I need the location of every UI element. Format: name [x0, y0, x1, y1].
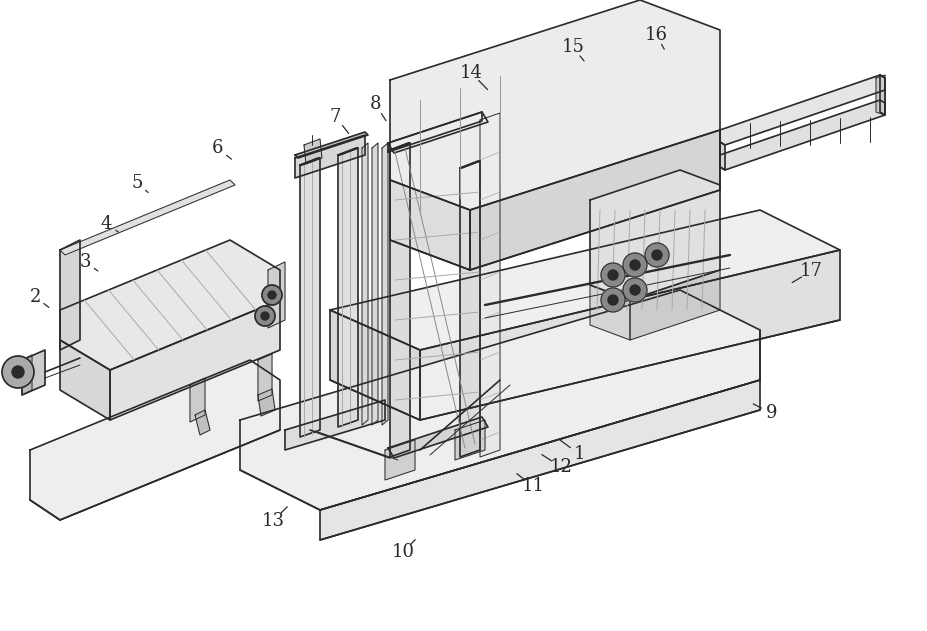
Text: 2: 2 — [30, 288, 41, 305]
Polygon shape — [382, 143, 388, 425]
Polygon shape — [372, 143, 378, 425]
Polygon shape — [470, 130, 720, 270]
Polygon shape — [455, 420, 485, 460]
Polygon shape — [460, 161, 480, 168]
Polygon shape — [60, 180, 235, 255]
Circle shape — [262, 285, 282, 305]
Polygon shape — [304, 139, 322, 164]
Text: 10: 10 — [392, 543, 414, 561]
Text: 11: 11 — [522, 477, 544, 495]
Polygon shape — [876, 75, 885, 115]
Polygon shape — [60, 340, 110, 420]
Polygon shape — [720, 75, 885, 145]
Polygon shape — [420, 250, 840, 420]
Polygon shape — [258, 354, 272, 401]
Polygon shape — [110, 300, 280, 420]
Polygon shape — [285, 400, 385, 450]
Polygon shape — [390, 143, 410, 457]
Polygon shape — [320, 380, 760, 540]
Circle shape — [601, 263, 625, 287]
Text: 15: 15 — [562, 38, 584, 56]
Polygon shape — [195, 410, 210, 435]
Polygon shape — [590, 285, 630, 340]
Polygon shape — [190, 378, 205, 422]
Circle shape — [652, 250, 662, 260]
Polygon shape — [295, 135, 365, 178]
Circle shape — [608, 270, 618, 280]
Circle shape — [12, 366, 24, 378]
Polygon shape — [330, 310, 420, 420]
Text: 17: 17 — [800, 262, 822, 280]
Polygon shape — [22, 355, 32, 395]
Polygon shape — [630, 270, 720, 340]
Polygon shape — [268, 262, 285, 328]
Circle shape — [630, 285, 640, 295]
Circle shape — [268, 291, 276, 299]
Circle shape — [255, 306, 275, 326]
Polygon shape — [300, 158, 320, 165]
Text: 16: 16 — [645, 26, 667, 44]
Polygon shape — [22, 350, 45, 395]
Polygon shape — [880, 75, 885, 115]
Text: 3: 3 — [80, 253, 91, 271]
Text: 1: 1 — [574, 445, 585, 463]
Polygon shape — [300, 158, 320, 437]
Polygon shape — [460, 161, 480, 457]
Polygon shape — [60, 240, 80, 350]
Circle shape — [630, 260, 640, 270]
Text: 6: 6 — [212, 139, 223, 157]
Polygon shape — [388, 417, 488, 458]
Polygon shape — [388, 112, 482, 152]
Circle shape — [608, 295, 618, 305]
Polygon shape — [720, 142, 725, 170]
Polygon shape — [362, 143, 368, 425]
Polygon shape — [480, 113, 500, 457]
Polygon shape — [60, 240, 280, 370]
Polygon shape — [590, 170, 720, 300]
Polygon shape — [330, 210, 840, 350]
Polygon shape — [720, 100, 885, 170]
Polygon shape — [30, 360, 280, 520]
Text: 4: 4 — [101, 215, 112, 233]
Text: 5: 5 — [132, 174, 143, 192]
Circle shape — [261, 312, 269, 320]
Polygon shape — [240, 290, 760, 510]
Text: 12: 12 — [550, 458, 572, 476]
Polygon shape — [390, 180, 470, 270]
Text: 13: 13 — [262, 512, 285, 529]
Text: 8: 8 — [370, 95, 381, 113]
Polygon shape — [390, 143, 410, 150]
Polygon shape — [338, 148, 358, 427]
Polygon shape — [258, 389, 275, 416]
Circle shape — [2, 356, 34, 388]
Circle shape — [623, 253, 647, 277]
Polygon shape — [390, 0, 720, 210]
Polygon shape — [388, 112, 488, 153]
Circle shape — [601, 288, 625, 312]
Polygon shape — [385, 440, 415, 480]
Circle shape — [623, 278, 647, 302]
Polygon shape — [338, 148, 358, 155]
Text: 7: 7 — [330, 108, 341, 126]
Polygon shape — [295, 132, 368, 158]
Circle shape — [645, 243, 669, 267]
Text: 14: 14 — [460, 64, 482, 81]
Text: 9: 9 — [766, 404, 777, 422]
